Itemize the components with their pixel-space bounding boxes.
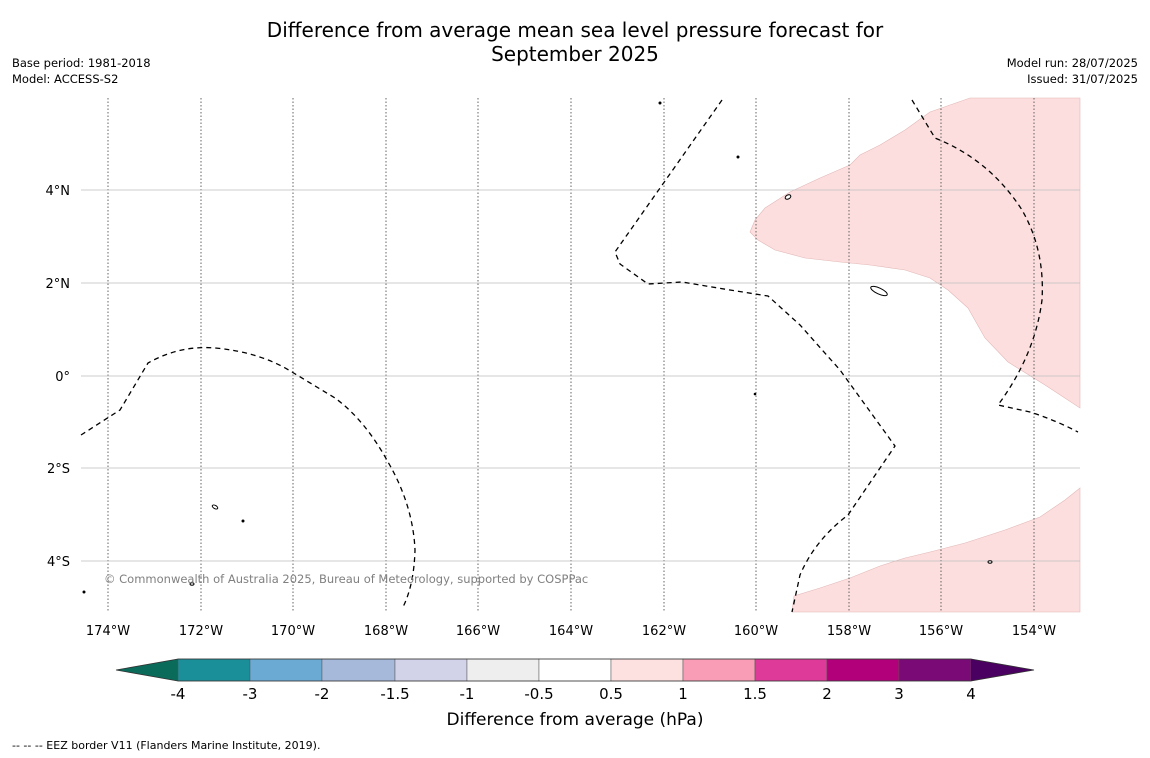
colorbar-segments xyxy=(177,658,972,682)
colorbar-segment xyxy=(610,658,684,682)
model-run: Model run: 28/07/2025 xyxy=(1006,56,1138,70)
island-tabuaeran xyxy=(784,194,792,200)
eez-borders xyxy=(80,99,1079,613)
base-period: Base period: 1981-2018 xyxy=(12,56,151,70)
colorbar-label: 1 xyxy=(678,685,688,703)
lon-label: 174°W xyxy=(86,624,130,639)
map-title: Difference from average mean sea level p… xyxy=(0,18,1150,66)
colorbar-segment xyxy=(466,658,540,682)
colorbar: -4 -3 -2 -1.5 -1 -0.5 0.5 1 1.5 2 3 4 Di… xyxy=(115,658,1035,730)
colorbar-segment xyxy=(394,658,468,682)
island-jarvis xyxy=(211,504,219,510)
island-dot-2 xyxy=(736,155,740,159)
copyright-text: © Commonwealth of Australia 2025, Bureau… xyxy=(104,572,588,586)
issued-date: Issued: 31/07/2025 xyxy=(1027,72,1138,86)
colorbar-title: Difference from average (hPa) xyxy=(447,710,704,730)
lon-label: 154°W xyxy=(1012,624,1056,639)
island-small-2 xyxy=(987,560,993,564)
parallel-gridlines xyxy=(81,189,1080,562)
colorbar-segment xyxy=(538,658,612,682)
map-title-line1: Difference from average mean sea level p… xyxy=(266,18,884,42)
longitude-labels: 174°W 172°W 170°W 168°W 166°W 164°W 162°… xyxy=(86,624,1056,639)
colorbar-under-arrow xyxy=(116,659,178,681)
meridian-gridlines xyxy=(107,98,1035,612)
colorbar-label: -4 xyxy=(171,685,186,703)
lat-label: 0° xyxy=(55,370,70,385)
colorbar-segment xyxy=(177,658,251,682)
meta-left: Base period: 1981-2018 Model: ACCESS-S2 xyxy=(12,55,151,87)
lat-label: 4°N xyxy=(46,184,71,199)
colorbar-label: -0.5 xyxy=(524,685,553,703)
shaded-region-northeast xyxy=(749,97,1081,409)
eez-border-east xyxy=(911,99,1079,433)
island-dot-5 xyxy=(82,590,86,594)
eez-border-central xyxy=(614,99,896,613)
eez-border-west xyxy=(80,346,416,608)
colorbar-label: -2 xyxy=(315,685,330,703)
lon-label: 160°W xyxy=(734,624,778,639)
lon-label: 162°W xyxy=(642,624,686,639)
lon-label: 168°W xyxy=(364,624,408,639)
lon-label: 170°W xyxy=(271,624,315,639)
lon-label: 158°W xyxy=(827,624,871,639)
lat-label: 4°S xyxy=(47,555,70,570)
colorbar-labels: -4 -3 -2 -1.5 -1 -0.5 0.5 1 1.5 2 3 4 xyxy=(171,685,976,703)
island-small-1 xyxy=(189,582,195,586)
island-dot-4 xyxy=(753,392,757,396)
colorbar-over-arrow xyxy=(971,659,1034,681)
island-kiritimati xyxy=(870,285,888,297)
lon-label: 172°W xyxy=(179,624,223,639)
island-dot-1 xyxy=(658,101,662,105)
colorbar-label: -1 xyxy=(460,685,475,703)
colorbar-label: -1.5 xyxy=(380,685,409,703)
colorbar-label: 4 xyxy=(966,685,976,703)
colorbar-label: 0.5 xyxy=(599,685,623,703)
lon-label: 166°W xyxy=(456,624,500,639)
colorbar-segment xyxy=(682,658,756,682)
colorbar-segment xyxy=(754,658,828,682)
island-dot-3 xyxy=(241,519,245,523)
model-name: Model: ACCESS-S2 xyxy=(12,72,119,86)
latitude-labels: 4°N 2°N 0° 2°S 4°S xyxy=(46,184,71,570)
lon-label: 156°W xyxy=(919,624,963,639)
colorbar-label: 1.5 xyxy=(743,685,767,703)
meta-right: Model run: 28/07/2025 Issued: 31/07/2025 xyxy=(1007,55,1138,87)
colorbar-segment xyxy=(249,658,323,682)
colorbar-label: 3 xyxy=(894,685,904,703)
colorbar-label: 2 xyxy=(822,685,832,703)
lat-label: 2°S xyxy=(47,462,70,477)
map-title-line2: September 2025 xyxy=(491,42,659,66)
eez-footnote: -- -- -- EEZ border V11 (Flanders Marine… xyxy=(12,739,321,752)
colorbar-segment xyxy=(321,658,396,682)
colorbar-label: -3 xyxy=(243,685,258,703)
colorbar-segment xyxy=(898,658,972,682)
lon-label: 164°W xyxy=(549,624,593,639)
lat-label: 2°N xyxy=(46,277,71,292)
coastlines xyxy=(82,101,993,594)
colorbar-segment xyxy=(826,658,900,682)
colorbar-outline xyxy=(115,658,1035,682)
